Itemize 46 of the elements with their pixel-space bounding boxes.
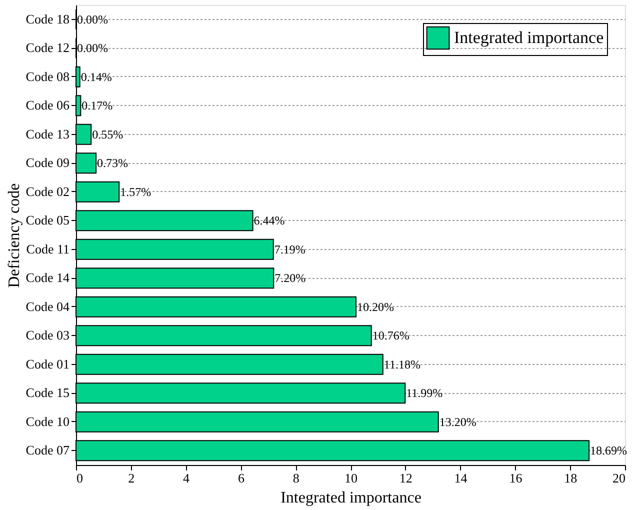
x-tick-label: 4 bbox=[183, 470, 190, 486]
y-tick-label: Code 03 bbox=[26, 328, 70, 343]
x-tick-label: 18 bbox=[564, 470, 578, 486]
data-label: 0.14% bbox=[80, 70, 112, 84]
data-label: 7.19% bbox=[274, 242, 306, 256]
data-label: 0.55% bbox=[92, 127, 124, 142]
data-label: 18.69% bbox=[590, 444, 628, 458]
y-tick-label: Code 07 bbox=[26, 442, 70, 458]
y-tick-label: Code 02 bbox=[26, 184, 70, 199]
y-tick-label: Code 10 bbox=[26, 414, 70, 429]
y-tick-label: Code 09 bbox=[26, 155, 70, 170]
data-label: 10.76% bbox=[372, 328, 410, 343]
y-axis-title: Deficiency code bbox=[6, 183, 23, 288]
y-tick-label: Code 01 bbox=[26, 356, 70, 372]
x-tick-label: 12 bbox=[399, 470, 412, 486]
data-label: 1.57% bbox=[120, 184, 152, 199]
x-tick-label: 0 bbox=[76, 470, 83, 486]
x-tick-label: 2 bbox=[128, 470, 135, 486]
data-label: 11.99% bbox=[406, 386, 443, 400]
x-tick-label: 20 bbox=[612, 470, 626, 486]
x-tick-label: 10 bbox=[344, 470, 358, 486]
data-label: 13.20% bbox=[439, 414, 476, 429]
legend-label: Integrated importance bbox=[454, 28, 604, 47]
y-tick-label: Code 06 bbox=[26, 98, 70, 113]
y-tick-label: Code 04 bbox=[26, 298, 70, 314]
data-label: 11.18% bbox=[384, 357, 420, 372]
data-label: 6.44% bbox=[254, 214, 285, 228]
data-label: 7.20% bbox=[274, 271, 306, 286]
x-axis-title: Integrated importance bbox=[280, 490, 422, 506]
data-label: 10.20% bbox=[356, 300, 394, 314]
y-tick-label: Code 05 bbox=[26, 212, 70, 228]
y-tick-label: Code 14 bbox=[26, 270, 70, 286]
y-tick-label: Code 13 bbox=[26, 126, 70, 142]
y-tick-label: Code 15 bbox=[26, 385, 70, 400]
x-tick-label: 16 bbox=[509, 470, 523, 486]
x-tick-label: 14 bbox=[454, 470, 468, 486]
y-tick-label: Code 12 bbox=[26, 40, 70, 56]
data-label: 0.00% bbox=[77, 41, 108, 56]
data-label: 0.00% bbox=[77, 12, 108, 26]
data-label: 0.73% bbox=[97, 156, 128, 170]
y-tick-label: Code 08 bbox=[26, 68, 70, 84]
x-tick-label: 6 bbox=[238, 470, 245, 486]
data-label: 0.17% bbox=[82, 98, 113, 113]
y-tick-label: Code 18 bbox=[26, 11, 70, 26]
x-tick-label: 8 bbox=[292, 470, 300, 486]
y-tick-label: Code 11 bbox=[26, 241, 70, 256]
